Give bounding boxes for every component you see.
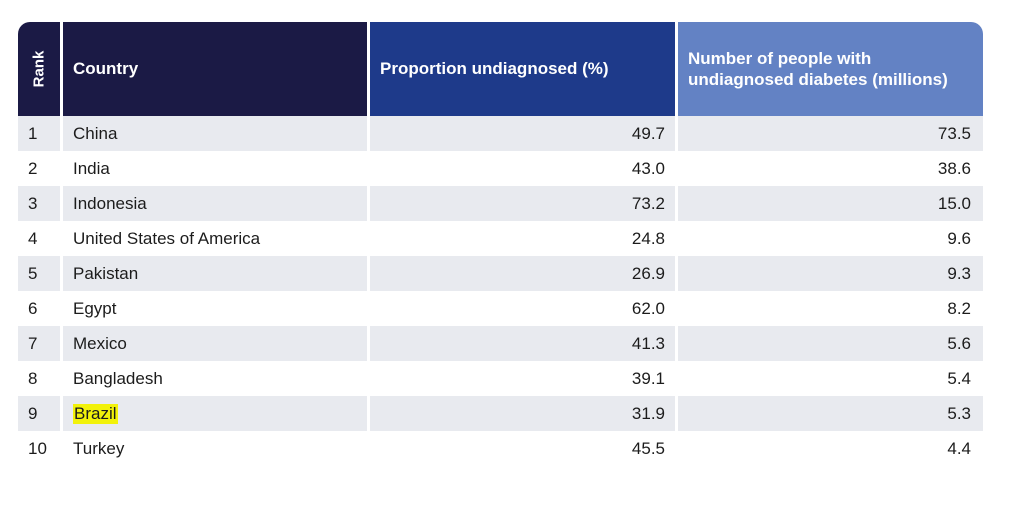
header-country: Country	[63, 22, 367, 116]
table-header: Rank Country Proportion undiagnosed (%) …	[18, 22, 983, 116]
cell-rank: 6	[28, 298, 38, 318]
cell-proportion: 24.8	[631, 228, 665, 248]
cell-country: Mexico	[63, 326, 367, 361]
cell-proportion: 31.9	[370, 396, 675, 431]
cell-rank: 8	[28, 368, 38, 388]
cell-number: 15.0	[678, 186, 983, 221]
table-row: 8 Bangladesh 39.1 5.4	[18, 361, 983, 396]
cell-proportion: 39.1	[631, 368, 665, 388]
cell-proportion: 26.9	[370, 256, 675, 291]
cell-country: Brazil	[63, 396, 367, 431]
header-proportion: Proportion undiagnosed (%)	[370, 22, 675, 116]
cell-number: 38.6	[937, 158, 971, 178]
header-number: Number of people with undiagnosed diabet…	[678, 22, 983, 116]
table-row: 5 Pakistan 26.9 9.3	[18, 256, 983, 291]
cell-country: Egypt	[73, 298, 117, 318]
table-row: 10 Turkey 45.5 4.4	[18, 431, 983, 466]
table-row: 6 Egypt 62.0 8.2	[18, 291, 983, 326]
cell-country: Pakistan	[63, 256, 367, 291]
cell-rank: 3	[18, 186, 60, 221]
cell-proportion: 62.0	[631, 298, 665, 318]
cell-number: 9.3	[678, 256, 983, 291]
cell-rank: 5	[18, 256, 60, 291]
table-row: 4 United States of America 24.8 9.6	[18, 221, 983, 256]
undiagnosed-diabetes-table: Rank Country Proportion undiagnosed (%) …	[18, 22, 983, 466]
table-row: 2 India 43.0 38.6	[18, 151, 983, 186]
table-row: 9 Brazil 31.9 5.3	[18, 396, 983, 431]
table-row: 3 Indonesia 73.2 15.0	[18, 186, 983, 221]
header-rank: Rank	[18, 22, 60, 116]
cell-number: 5.6	[678, 326, 983, 361]
cell-country: China	[63, 116, 367, 151]
table-body: 1 China 49.7 73.5 2 India 43.0 38.6 3 Indonesia 73…	[18, 116, 983, 466]
cell-number: 9.6	[947, 228, 971, 248]
cell-number: 5.4	[947, 368, 971, 388]
cell-proportion: 73.2	[370, 186, 675, 221]
cell-number: 4.4	[947, 438, 971, 458]
cell-rank: 7	[18, 326, 60, 361]
cell-rank: 1	[18, 116, 60, 151]
cell-rank: 2	[28, 158, 38, 178]
cell-proportion: 45.5	[631, 438, 665, 458]
highlighted-country: Brazil	[73, 403, 118, 424]
cell-country: Bangladesh	[73, 368, 163, 388]
cell-rank: 10	[28, 438, 47, 458]
cell-country: India	[73, 158, 110, 178]
cell-proportion: 49.7	[370, 116, 675, 151]
cell-number: 5.3	[678, 396, 983, 431]
cell-proportion: 43.0	[631, 158, 665, 178]
cell-proportion: 41.3	[370, 326, 675, 361]
cell-rank: 4	[28, 228, 38, 248]
cell-number: 8.2	[947, 298, 971, 318]
cell-number: 73.5	[678, 116, 983, 151]
table-row: 1 China 49.7 73.5	[18, 116, 983, 151]
cell-rank: 9	[18, 396, 60, 431]
cell-country: Indonesia	[63, 186, 367, 221]
header-rank-label: Rank	[30, 50, 48, 88]
cell-country: United States of America	[73, 228, 261, 248]
cell-country: Turkey	[73, 438, 125, 458]
table-row: 7 Mexico 41.3 5.6	[18, 326, 983, 361]
